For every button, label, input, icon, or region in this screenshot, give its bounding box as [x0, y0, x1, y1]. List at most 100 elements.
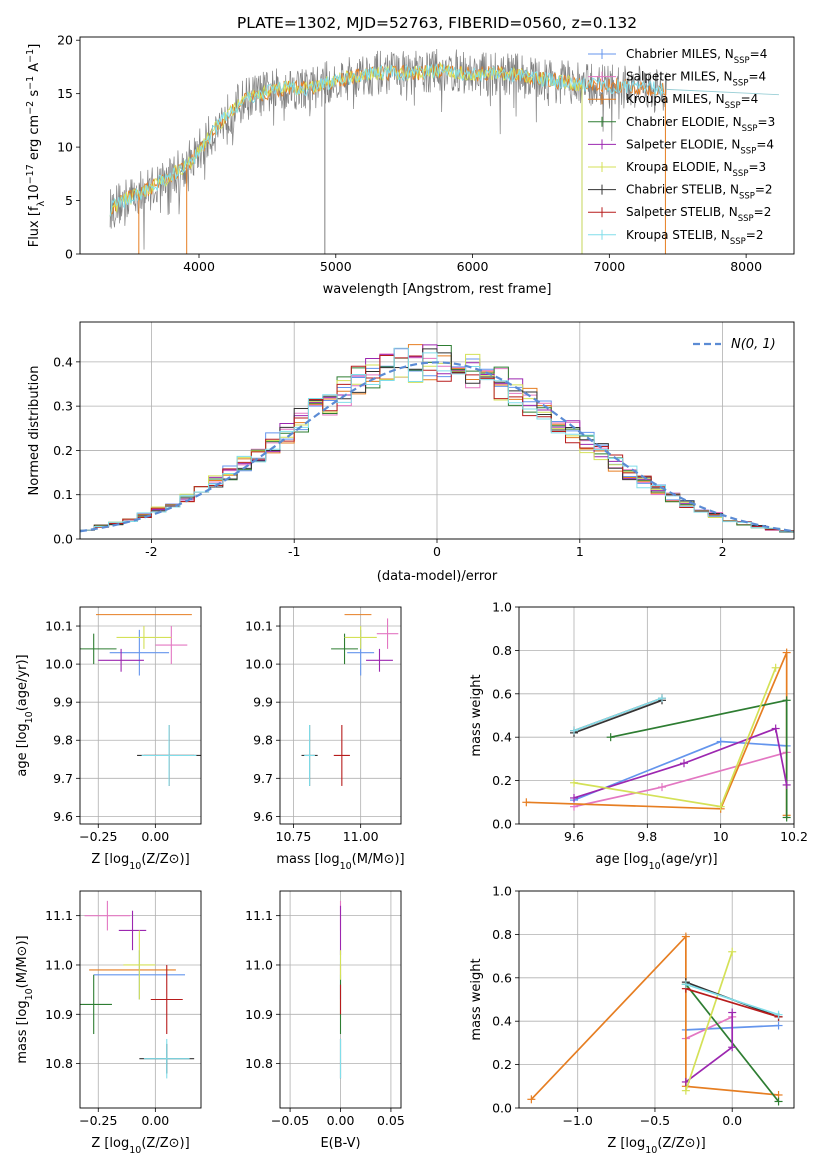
label-part: 10 [645, 1145, 657, 1156]
y-tick-label: 15 [57, 86, 73, 101]
y-tick-label: 0.2 [492, 773, 512, 788]
legend-text: SSP [733, 169, 749, 179]
x-tick-label: 1 [576, 544, 584, 559]
mass-weight-series [573, 699, 663, 734]
histogram-step [80, 347, 794, 539]
label-part: (age/yr)] [15, 654, 30, 711]
model-spectrum [109, 63, 665, 217]
legend-text: SSP [739, 192, 755, 202]
plot-area [527, 932, 783, 1106]
x-axis-label: wavelength [Angstrom, rest frame] [323, 282, 552, 297]
y-axis-label: mass [log10(M/M⊙)] [15, 935, 35, 1063]
model-spectrum-red [666, 88, 779, 96]
axes-frame [518, 890, 795, 1109]
legend-text: =3 [758, 115, 776, 129]
label-part: mass [log [15, 1000, 30, 1063]
y-axis-label: Normed distribution [27, 366, 42, 496]
y-tick-label: 0 [65, 247, 73, 262]
y-axis-label: age [log10(age/yr)] [15, 654, 35, 776]
y-tick-label: 20 [57, 33, 73, 48]
x-tick-label: −0.25 [79, 1113, 117, 1128]
mass-weight-series [573, 740, 787, 801]
y-tick-label: 0.6 [492, 686, 512, 701]
label-part: (Z/Z [657, 1136, 684, 1151]
label-part: −2 [25, 101, 36, 115]
legend-text: Salpeter ELODIE, N [626, 137, 740, 151]
label-part: A [27, 63, 42, 76]
mass-weight-series [685, 951, 734, 1091]
axes-frame [79, 606, 202, 825]
legend-text: Chabrier STELIB, N [626, 183, 739, 197]
x-tick-label: 0.00 [141, 1113, 169, 1128]
label-part: (Z/Z [141, 1136, 168, 1151]
x-tick-label: 4000 [183, 259, 215, 274]
x-tick-label: 9.6 [564, 829, 584, 844]
label-part: Z [log [91, 1136, 129, 1151]
label-part: )] [394, 852, 404, 867]
x-tick-label: 0 [433, 544, 441, 559]
plot-area [522, 648, 791, 822]
legend-text: =4 [750, 47, 768, 61]
x-axis-label: mass [log10(M/M⊙)] [276, 852, 404, 872]
x-axis-label: (data-model)/error [377, 569, 498, 584]
label-part: ⊙ [685, 1136, 696, 1151]
mass-weight-series [530, 934, 779, 1100]
x-tick-label: 9.8 [637, 829, 657, 844]
label-part: s [27, 90, 42, 101]
legend-text: =2 [746, 228, 764, 242]
legend-text: Kroupa STELIB, N [626, 228, 730, 242]
residual-histogram-panel: -2 -1 0 1 2 0.0 0.1 0.2 0.3 0.4 (data-model)/error… [27, 321, 795, 584]
x-tick-label: −0.25 [79, 829, 117, 844]
label-part: age [log [595, 852, 648, 867]
x-axis-label: age [log10(age/yr)] [595, 852, 717, 872]
y-tick-label: 9.6 [253, 809, 273, 824]
legend-entry: N(0, 1) [731, 337, 776, 352]
legend-text: SSP [738, 214, 754, 224]
legend-text: Salpeter MILES, N [626, 70, 733, 84]
age-vs-mass-panel: 10.75 11.00 9.6 9.7 9.8 9.9 10.0 10.1 mass [log1… [245, 606, 405, 872]
y-tick-label: 10.0 [245, 657, 273, 672]
label-part: Flux [f [27, 206, 42, 247]
x-axis-label: Z [log10(Z/Z⊙)] [91, 1136, 189, 1156]
x-tick-label: 10 [713, 829, 729, 844]
label-part: 10 [27, 184, 42, 201]
x-axis-label: E(B-V) [320, 1136, 360, 1151]
x-tick-label: 2 [719, 544, 727, 559]
legend-entry: Chabrier MILES, NSSP=4 [626, 47, 767, 66]
legend-text: Chabrier ELODIE, N [626, 115, 742, 129]
label-part: Z [log [91, 852, 129, 867]
legend-entry: Salpeter ELODIE, NSSP=4 [626, 137, 774, 156]
y-tick-label: 9.8 [253, 733, 273, 748]
x-axis-label: Z [log10(Z/Z⊙)] [91, 852, 189, 872]
axes-frame [279, 890, 402, 1109]
y-tick-label: 0.4 [492, 1014, 512, 1029]
y-tick-label: 9.6 [53, 809, 73, 824]
x-tick-label: 5000 [320, 259, 352, 274]
label-part: −1 [25, 49, 36, 63]
x-tick-label: 0.05 [377, 1113, 405, 1128]
x-tick-label: -1 [288, 544, 300, 559]
x-tick-label: 10.2 [780, 829, 808, 844]
legend-text: SSP [733, 79, 749, 89]
y-tick-label: 10 [57, 140, 73, 155]
x-tick-label: 10.75 [276, 829, 312, 844]
spectrum-panel: 4000 5000 6000 7000 8000 0 5 10 15 20 wavelength [… [25, 33, 795, 297]
label-part: (M/M [15, 956, 30, 988]
legend-text: =2 [755, 183, 773, 197]
axes-frame [79, 36, 795, 255]
mass-vs-ebv-panel: −0.05 0.00 0.05 10.8 10.9 11.0 11.1 E(B-V) [245, 890, 405, 1151]
y-tick-label: 0.0 [492, 1101, 512, 1116]
x-tick-label: 0.00 [327, 1113, 355, 1128]
label-part: )] [696, 1136, 706, 1151]
legend-entry: Chabrier STELIB, NSSP=2 [626, 183, 773, 202]
legend-text: =4 [756, 137, 774, 151]
legend-text: SSP [734, 56, 750, 66]
plot-area [301, 614, 399, 786]
y-tick-label: 0.8 [492, 927, 512, 942]
axes-frame [79, 321, 795, 540]
y-tick-label: 1.0 [492, 884, 512, 899]
y-tick-label: 10.1 [45, 619, 73, 634]
legend-entry: Kroupa MILES, NSSP=4 [626, 92, 758, 111]
